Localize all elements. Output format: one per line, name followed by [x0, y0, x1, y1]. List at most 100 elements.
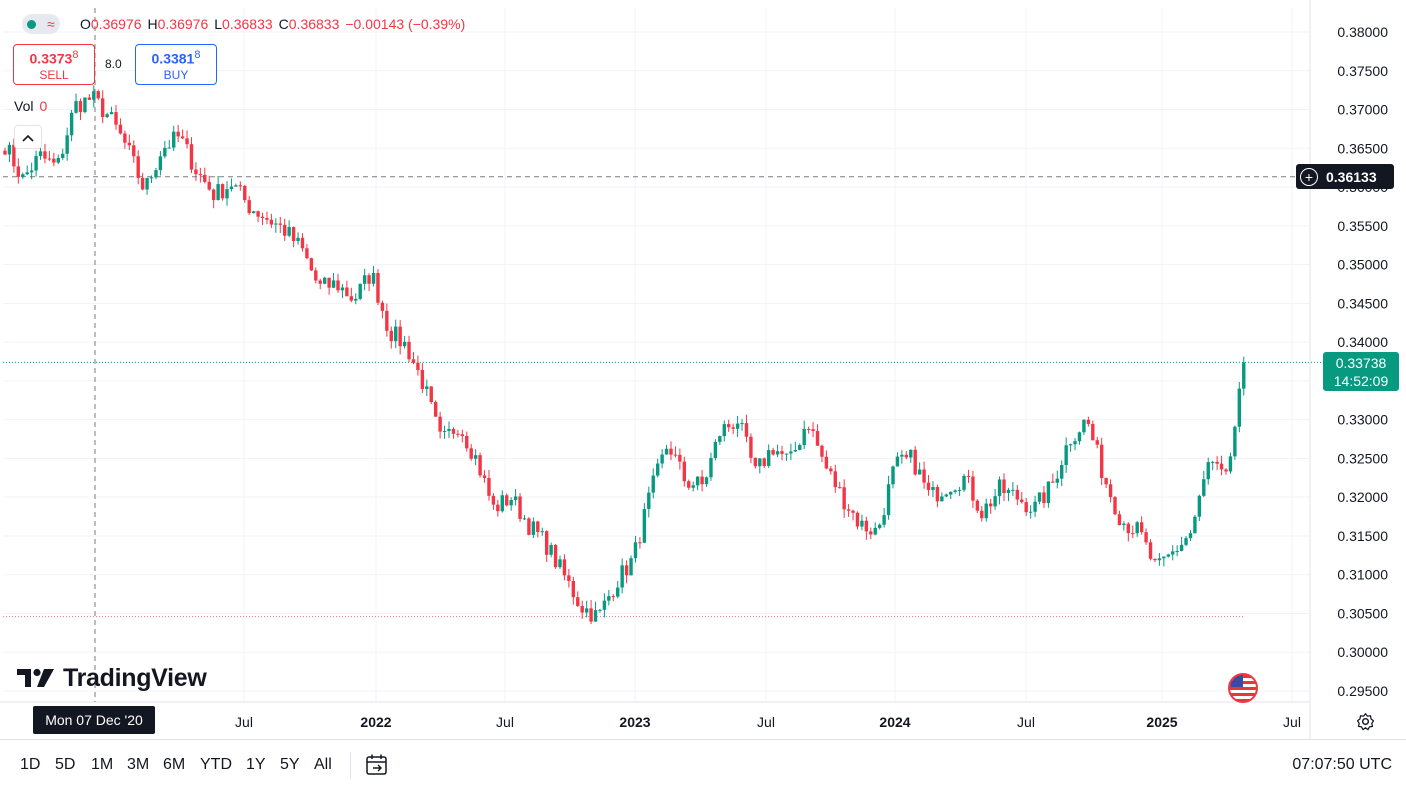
indicator-toggle-badge[interactable]: ≈ — [22, 14, 60, 34]
candle-body — [1157, 558, 1162, 561]
candle-body — [460, 434, 465, 436]
candle-body — [833, 471, 837, 488]
candle-body — [465, 435, 469, 449]
candle-body — [278, 223, 282, 225]
candle-body — [749, 436, 753, 458]
candle-body — [203, 174, 207, 182]
time-axis: Jul 2022 Jul 2023 Jul 2024 Jul 2025 Jul — [235, 714, 1301, 730]
buy-button[interactable]: 0.33818 BUY — [135, 44, 217, 85]
plus-icon[interactable]: + — [1300, 167, 1318, 186]
candle-body — [61, 153, 65, 158]
candle-body — [56, 157, 60, 163]
volume-value: 0 — [39, 98, 48, 114]
candle-body — [513, 496, 518, 501]
candle-body — [580, 605, 584, 613]
candle-body — [988, 503, 993, 507]
volume-label: Vol — [14, 98, 34, 114]
candle-body — [642, 508, 647, 543]
range-1y-button[interactable]: 1Y — [242, 752, 270, 778]
close-label: C — [278, 16, 289, 32]
candle-body — [21, 174, 25, 177]
buy-price: 0.3381 — [151, 50, 195, 67]
candle-body — [172, 131, 176, 148]
candle-body — [136, 156, 140, 178]
candle-body — [877, 524, 882, 528]
gear-icon[interactable] — [1356, 712, 1375, 731]
range-all-button[interactable]: All — [310, 752, 336, 778]
candle-body — [469, 448, 473, 459]
candle-body — [815, 431, 820, 446]
candle-body — [793, 449, 798, 452]
crosshair-price-label[interactable]: + 0.36133 — [1296, 164, 1394, 189]
candle-body — [52, 158, 56, 163]
candle-body — [1233, 426, 1237, 457]
range-5y-button[interactable]: 5Y — [276, 752, 304, 778]
candle-body — [629, 558, 633, 576]
collapse-legend-button[interactable] — [14, 125, 42, 149]
candle-body — [367, 275, 371, 284]
candle-body — [429, 386, 433, 403]
candle-body — [216, 184, 220, 201]
candle-body — [1139, 522, 1144, 533]
price-chart[interactable]: 0.380000.375000.370000.365000.360000.355… — [0, 0, 1406, 739]
bottom-toolbar: 1D 5D 1M 3M 6M YTD 1Y 5Y All 07:07:50 UT… — [0, 739, 1406, 788]
candle-body — [784, 453, 789, 455]
candle-body — [251, 211, 256, 214]
candle-body — [1144, 532, 1148, 543]
range-1m-button[interactable]: 1M — [87, 752, 117, 778]
range-5d-button[interactable]: 5D — [51, 752, 79, 778]
candle-body — [531, 521, 536, 535]
utc-clock[interactable]: 07:07:50 UTC — [1292, 756, 1392, 773]
candle-body — [269, 219, 274, 225]
candle-body — [118, 124, 123, 134]
candle-body — [838, 487, 842, 489]
candle-body — [336, 280, 340, 291]
candle-body — [851, 510, 855, 513]
candle-body — [114, 112, 118, 125]
candle-body — [895, 456, 900, 467]
candle-body — [180, 136, 185, 139]
candle-body — [584, 608, 589, 613]
calendar-icon[interactable] — [364, 752, 390, 778]
candle-body — [1206, 462, 1210, 480]
us-flag-icon[interactable] — [1228, 673, 1258, 703]
candle-body — [540, 531, 544, 533]
candle-body — [940, 496, 944, 502]
candle-body — [971, 476, 975, 501]
candle-body — [789, 451, 793, 454]
candle-body — [296, 237, 300, 242]
range-3m-button[interactable]: 3M — [123, 752, 153, 778]
candle-body — [589, 608, 593, 622]
candle-body — [740, 423, 744, 425]
candle-body — [913, 449, 917, 475]
tradingview-logo[interactable]: TradingView — [17, 660, 207, 696]
range-1d-button[interactable]: 1D — [16, 752, 44, 778]
candle-body — [447, 428, 451, 431]
candle-body — [624, 565, 629, 576]
candle-body — [682, 461, 687, 482]
candle-body — [802, 428, 806, 446]
candle-body — [735, 423, 740, 429]
candle-body — [806, 428, 811, 430]
candle-body — [1099, 444, 1104, 479]
candle-body — [132, 145, 136, 157]
candle-body — [487, 477, 491, 496]
candle-body — [1162, 556, 1166, 559]
range-ytd-button[interactable]: YTD — [196, 752, 236, 778]
candle-body — [811, 429, 815, 432]
range-6m-button[interactable]: 6M — [159, 752, 189, 778]
candle-body — [869, 531, 873, 535]
candle-body — [962, 475, 966, 490]
candle-body — [1224, 469, 1228, 472]
candle-body — [327, 277, 331, 288]
candle-body — [1024, 502, 1028, 513]
candle-body — [420, 369, 425, 390]
sell-button[interactable]: 0.33738 SELL — [13, 44, 95, 85]
candle-body — [518, 496, 522, 519]
candle-body — [664, 448, 669, 455]
candle-body — [678, 454, 682, 462]
candle-body — [149, 177, 154, 179]
chart-grid — [0, 0, 1311, 739]
candle-body — [1033, 501, 1037, 512]
candle-body — [3, 150, 7, 155]
